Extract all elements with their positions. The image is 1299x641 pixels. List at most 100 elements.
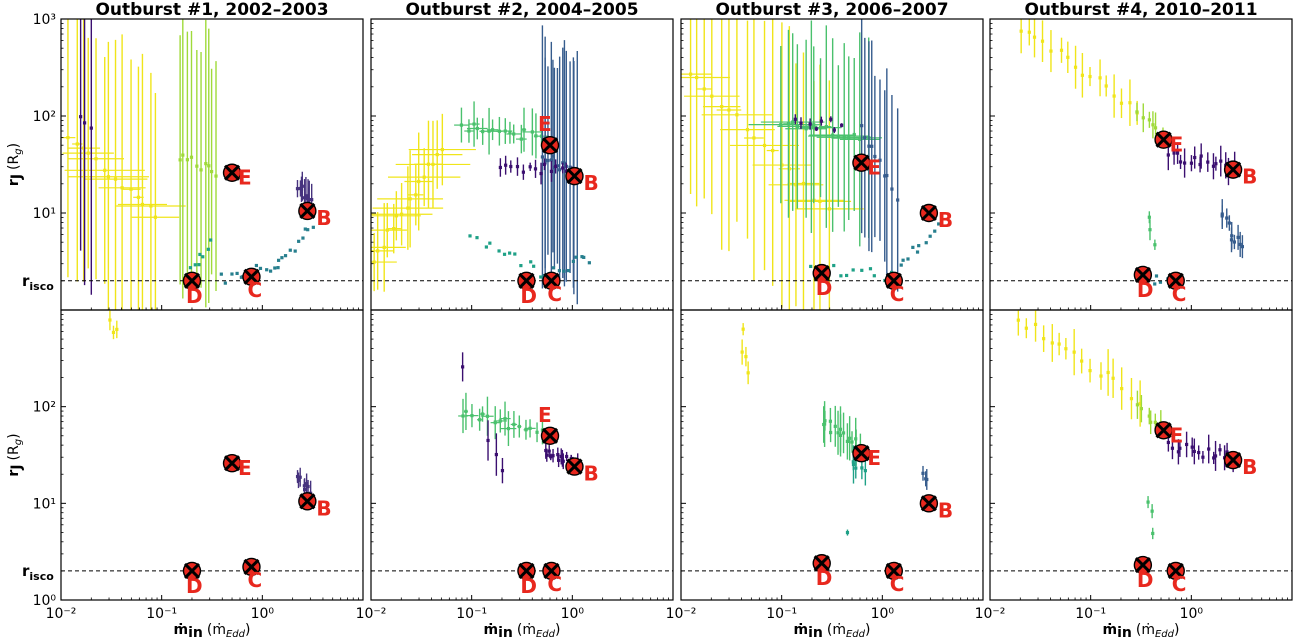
x-tick-label: 10⁻² (356, 606, 387, 622)
marker-C (1166, 271, 1185, 291)
marker-E (1154, 130, 1173, 149)
x-label-unit-sub: Edd (1155, 629, 1175, 640)
data-point (1176, 450, 1181, 454)
marker-cross (920, 495, 937, 512)
data-point (1214, 162, 1218, 166)
data-point (840, 123, 844, 127)
marker-E (222, 454, 242, 473)
marker-label-E: E (1170, 423, 1184, 447)
data-point (565, 454, 569, 459)
data-point (392, 227, 396, 231)
data-point (181, 153, 185, 157)
data-layer (740, 323, 929, 536)
marker-cross (1134, 556, 1151, 574)
data-point (1232, 240, 1237, 244)
marker-label-D: D (816, 276, 833, 300)
data-point (746, 371, 750, 375)
data-layer (1016, 310, 1235, 540)
panel-1-bottom: B C D E 10⁰ 10¹ 10² risco (22, 309, 364, 609)
data-point (1099, 374, 1103, 378)
data-point (863, 136, 867, 140)
x-label-sub: in (188, 625, 203, 641)
data-point (1138, 401, 1142, 406)
data-point (1192, 449, 1196, 454)
marker-label-E: E (867, 446, 881, 470)
data-point (382, 245, 386, 250)
data-point (921, 471, 925, 475)
x-tick-label: 10⁰ (251, 606, 275, 622)
data-point (818, 199, 822, 204)
data-point (372, 260, 376, 264)
marker-cross (885, 562, 902, 579)
data-layer (371, 25, 591, 305)
data-point (502, 252, 507, 256)
data-point (301, 236, 305, 240)
marker-cross (299, 202, 316, 220)
marker-E (222, 163, 242, 182)
data-point (120, 186, 124, 190)
data-point (528, 165, 532, 169)
x-axis-label: ṁin (ṁEdd) (484, 622, 561, 641)
data-point (832, 128, 836, 132)
data-point (1240, 245, 1245, 249)
data-point (497, 249, 501, 253)
marker-cross (566, 458, 583, 475)
data-point (533, 167, 538, 171)
data-point (1236, 235, 1240, 239)
data-point (298, 475, 302, 479)
x-axis-label: ṁin (ṁEdd) (794, 622, 871, 641)
data-point (883, 174, 887, 178)
data-point (1016, 318, 1020, 322)
data-point (1141, 116, 1145, 120)
data-point (1088, 74, 1092, 79)
x-label-close: ) (1174, 622, 1179, 638)
data-point (1147, 215, 1151, 219)
x-tick-label: 10⁻¹ (146, 606, 177, 622)
data-point (544, 448, 548, 453)
marker-cross (920, 204, 937, 222)
data-point (106, 175, 110, 179)
x-axis-label: ṁin (ṁEdd) (174, 622, 251, 641)
data-point (1147, 118, 1151, 122)
data-point (506, 426, 511, 431)
data-point (297, 239, 301, 243)
marker-cross (1167, 272, 1184, 289)
data-point (818, 126, 823, 130)
data-point (223, 281, 227, 285)
marker-cross (1155, 131, 1172, 148)
data-point (1238, 242, 1242, 247)
data-point (408, 197, 412, 201)
data-point (933, 229, 937, 233)
data-point (735, 113, 739, 117)
y-label-unit: (R (6, 445, 22, 460)
data-point (793, 117, 797, 121)
data-point (852, 132, 856, 137)
data-point (562, 161, 567, 165)
marker-label-E: E (867, 156, 881, 180)
marker-D (182, 561, 202, 581)
data-point (560, 456, 564, 460)
marker-label-B: B (583, 171, 598, 195)
data-point (823, 419, 827, 423)
x-label-unit-sub: Edd (536, 629, 556, 640)
data-point (79, 115, 83, 119)
data-point (851, 462, 856, 467)
data-point (219, 272, 223, 276)
data-point (467, 129, 471, 133)
marker-D (812, 263, 831, 283)
data-point (906, 257, 910, 261)
data-point (702, 87, 706, 91)
data-point (140, 202, 145, 207)
data-point (780, 163, 784, 167)
data-point (519, 137, 523, 141)
data-point (1146, 500, 1150, 504)
marker-label-E: E (1170, 133, 1184, 157)
panel-frame (60, 309, 364, 601)
data-point (1111, 376, 1115, 380)
x-tick-label: 10⁻² (666, 606, 697, 622)
data-point (475, 126, 479, 131)
data-point (519, 264, 523, 268)
data-point (1166, 440, 1170, 445)
data-point (1080, 73, 1084, 77)
